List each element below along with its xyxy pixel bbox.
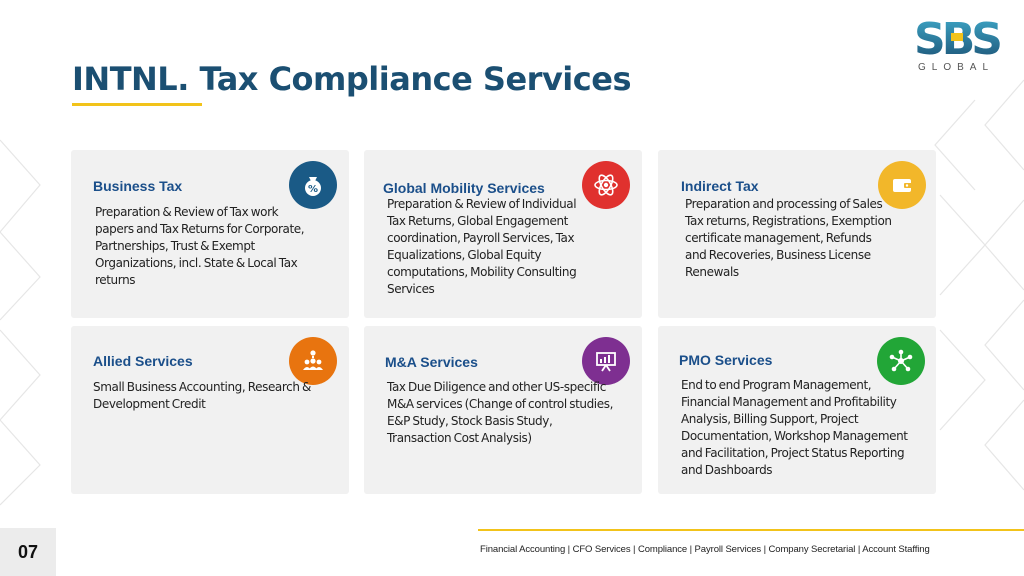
card-business-tax: Business Tax % Preparation & Review of T… [71, 150, 349, 318]
card-title: Allied Services [93, 353, 193, 369]
logo-tagline: GLOBAL [918, 62, 995, 73]
network-icon [877, 337, 925, 385]
wallet-icon [878, 161, 926, 209]
title-underline [72, 103, 202, 106]
percent-bag-icon: % [289, 161, 337, 209]
footer-divider [478, 529, 1024, 531]
company-logo: SBS GLOBAL [912, 16, 1004, 76]
card-ma-services: M&A Services Tax Due Diligence and other… [364, 326, 642, 494]
svg-text:%: % [308, 184, 318, 195]
card-title: Business Tax [93, 178, 183, 194]
card-description: Small Business Accounting, Research & De… [93, 380, 311, 411]
card-title: Global Mobility Services [383, 180, 545, 196]
card-allied-services: Allied Services Small Business Accountin… [71, 326, 349, 494]
sbs-logo-icon: SBS [914, 16, 1004, 58]
presentation-icon [582, 337, 630, 385]
card-title: PMO Services [679, 352, 773, 368]
card-description: Tax Due Diligence and other US-specific … [387, 380, 613, 445]
card-description: Preparation & Review of Individual Tax R… [387, 197, 577, 296]
page-title: INTNL. Tax Compliance Services [72, 60, 631, 98]
atom-icon [582, 161, 630, 209]
card-description: Preparation & Review of Tax work papers … [95, 205, 305, 287]
card-pmo-services: PMO Services End to end Program Manageme… [658, 326, 936, 494]
card-global-mobility-services: Global Mobility Services Preparation & R… [364, 150, 642, 318]
card-title: M&A Services [385, 354, 478, 370]
page-number: 07 [0, 528, 56, 576]
card-indirect-tax: Indirect Tax Preparation and processing … [658, 150, 936, 318]
card-description: End to end Program Management, Financial… [681, 378, 908, 477]
card-title: Indirect Tax [681, 178, 759, 194]
group-idea-icon [289, 337, 337, 385]
footer-services: Financial Accounting | CFO Services | Co… [480, 544, 930, 555]
card-description: Preparation and processing of Sales Tax … [685, 197, 892, 279]
